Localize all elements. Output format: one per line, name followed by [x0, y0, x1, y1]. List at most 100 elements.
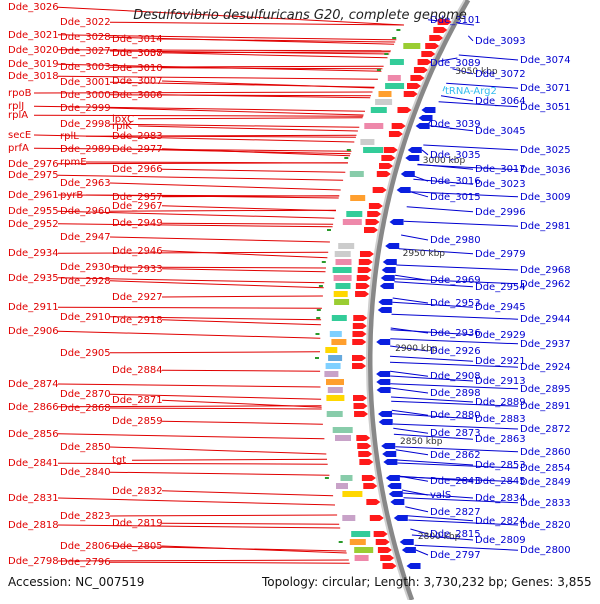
gene-label-right: Dde_2833 [520, 498, 571, 509]
gene-label-left: Dde_2947 [60, 232, 111, 243]
gene-label-left: Dde_3001 [60, 77, 111, 88]
leader-line-left [109, 446, 327, 455]
gene-label-left: Dde_2955 [8, 206, 59, 217]
tick-mark [315, 357, 319, 359]
gene-label-right: Dde_3051 [520, 102, 571, 113]
feature-block [346, 211, 363, 217]
leader-line-left [109, 50, 390, 55]
leader-line-right [413, 178, 474, 185]
feature-block [325, 363, 341, 369]
gene-label-left: Dde_2859 [112, 416, 163, 427]
gene-label-right: Dde_2849 [520, 477, 571, 488]
gene-label-right: Dde_2954 [475, 282, 526, 293]
gene-arrow-reverse [356, 435, 371, 441]
gene-label-left: Dde_3021 [8, 30, 59, 41]
gene-arrow-reverse [429, 35, 444, 41]
gene-arrow-forward [421, 107, 436, 113]
gene-arrow-reverse [375, 539, 390, 545]
leader-line-right [392, 301, 474, 308]
gene-arrow-forward [407, 147, 422, 153]
gene-label-right: Dde_3074 [520, 55, 571, 66]
leader-line-right [442, 86, 446, 92]
gene-label-left: Dde_2840 [60, 467, 111, 478]
leader-line-left [109, 107, 364, 116]
gene-label-right: Dde_2843 [430, 476, 481, 487]
gene-label-right: Dde_3072 [475, 69, 526, 80]
gene-arrow-forward [376, 339, 391, 345]
gene-label-left: rplK [112, 121, 132, 132]
gene-label-left: Dde_2963 [60, 178, 111, 189]
gene-arrow-reverse [377, 547, 392, 553]
gene-label-right: valS [430, 490, 451, 501]
feature-block [332, 427, 353, 433]
gene-label-left: Dde_2949 [112, 218, 163, 229]
gene-arrow-reverse [352, 323, 367, 329]
gene-arrow-reverse [354, 411, 369, 417]
leader-line-left [161, 52, 388, 59]
leader-line-right [423, 144, 519, 151]
kbp-marker-label: 2850 kbp [400, 437, 443, 447]
leader-line-left [161, 80, 375, 89]
leader-line-right [389, 355, 474, 362]
gene-label-left: Dde_2831 [8, 493, 59, 504]
gene-label-right: Dde_2854 [520, 463, 571, 474]
gene-arrow-reverse [359, 251, 374, 257]
leader-line-left [161, 319, 321, 326]
leader-line-right [390, 387, 429, 394]
feature-block [334, 251, 351, 257]
leader-line-left [109, 393, 322, 400]
gene-label-right: Dde_2862 [430, 450, 481, 461]
gene-arrow-reverse [397, 107, 412, 113]
tick-mark [315, 333, 320, 335]
feature-block [342, 219, 362, 225]
feature-block [331, 339, 347, 345]
leader-line-right [414, 544, 519, 551]
gene-label-left: Dde_2871 [112, 395, 163, 406]
leader-line-left [161, 490, 334, 497]
feature-block [326, 379, 344, 385]
gene-arrow-reverse [388, 131, 403, 137]
feature-block [364, 123, 384, 129]
leader-line-right [390, 370, 429, 377]
leader-line-right [403, 220, 519, 227]
leader-line-right [390, 383, 519, 390]
feature-block [338, 243, 355, 249]
gene-arrow-forward [393, 515, 408, 521]
leader-line-left [161, 222, 334, 225]
gene-arrow-reverse [380, 555, 395, 561]
feature-block [349, 171, 364, 177]
gene-arrow-reverse [381, 155, 396, 161]
leader-line-right [390, 329, 474, 336]
gene-label-left: Dde_2983 [112, 131, 163, 142]
gene-label-left: Dde_3010 [112, 63, 163, 74]
gene-label-left: Dde_2798 [8, 556, 59, 567]
leader-line-left [85, 161, 348, 164]
feature-block [333, 291, 348, 297]
gene-arrow-forward [376, 371, 391, 377]
gene-arrow-reverse [421, 51, 436, 57]
backbone-highlight [366, 0, 466, 601]
gene-arrow-reverse [413, 67, 428, 73]
leader-line-left [161, 250, 328, 259]
gene-label-right: Dde_2853 [475, 460, 526, 471]
gene-label-right: Dde_2820 [520, 520, 571, 531]
gene-label-left: Dde_2796 [60, 557, 111, 568]
gene-label-right: Dde_2926 [430, 346, 481, 357]
gene-label-left: Dde_2868 [60, 403, 111, 414]
feature-block [340, 475, 353, 481]
gene-label-left: Dde_2823 [60, 511, 111, 522]
feature-block [349, 539, 366, 545]
gene-label-left: Dde_2977 [112, 144, 163, 155]
feature-block [360, 139, 375, 145]
gene-label-left: Dde_2999 [60, 103, 111, 114]
gene-arrow-reverse [365, 219, 380, 225]
gene-label-left: Dde_3028 [60, 32, 111, 43]
gene-label-left: Dde_2934 [8, 248, 59, 259]
feature-block [354, 547, 374, 553]
leader-line-left [109, 182, 341, 191]
leader-line-left [57, 251, 329, 254]
gene-label-right: Dde_2962 [520, 279, 571, 290]
kbp-marker-label: 3000 kbp [423, 156, 466, 166]
leader-line-right [393, 427, 429, 434]
gene-arrow-reverse [382, 563, 397, 569]
